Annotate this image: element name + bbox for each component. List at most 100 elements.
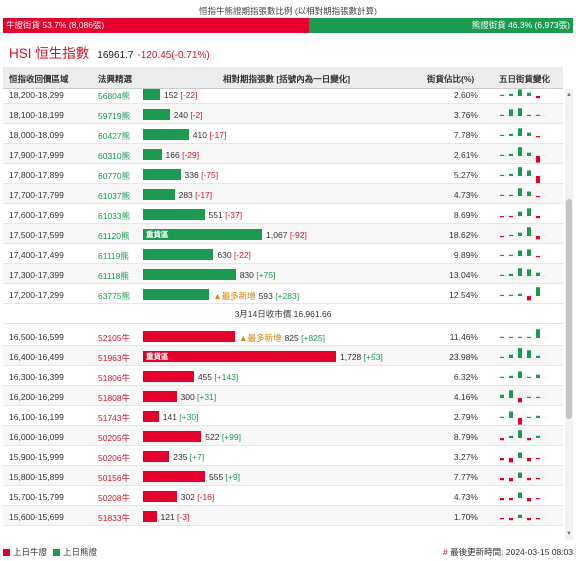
bear-row[interactable]: 17,800-17,899 60770熊 336 [-75] 5.27%	[3, 164, 563, 184]
header-street-share: 街貨佔比(%)	[427, 74, 475, 84]
sparkline-bar	[518, 250, 522, 256]
index-change: -120.45(-0.71%)	[137, 50, 210, 61]
bull-row[interactable]: 15,600-15,699 51833牛 121 [-3] 1.70%	[3, 506, 563, 526]
sparkline-bar	[500, 336, 504, 338]
bear-row[interactable]: 17,700-17,799 61037熊 283 [-17] 4.73%	[3, 184, 563, 204]
bear-row[interactable]: 17,600-17,699 61033熊 551 [-37] 8.69%	[3, 204, 563, 224]
bear-row[interactable]: 17,200-17,299 63775熊 ▲最多新增 593 [+283] 12.54%	[3, 284, 563, 304]
scroll-up-arrow-icon[interactable]: ▲	[566, 92, 572, 98]
bear-row[interactable]: 17,900-17,999 60310熊 166 [-29] 2.61%	[3, 144, 563, 164]
five-day-sparkline	[497, 208, 547, 219]
bull-row[interactable]: 16,300-16,399 51806牛 455 [+143] 6.32%	[3, 366, 563, 386]
contracts-bar	[143, 411, 159, 422]
product-code-link[interactable]: 61033熊	[98, 211, 131, 221]
product-code-link[interactable]: 60310熊	[98, 151, 131, 161]
product-code-link[interactable]: 50208牛	[98, 493, 131, 503]
five-day-change-chart	[497, 407, 547, 425]
bull-ratio-segment: 牛證街貨 53.7% (8,086張)	[3, 18, 310, 33]
index-name[interactable]: HSI 恒生指數	[9, 46, 90, 61]
contracts-bar	[143, 109, 170, 120]
sparkline-bar	[509, 173, 513, 176]
product-code-link[interactable]: 59719熊	[98, 111, 131, 121]
sparkline-bar	[500, 274, 504, 276]
sparkline-bar	[518, 188, 522, 196]
five-day-change-chart	[497, 427, 547, 445]
product-code-link[interactable]: 51806牛	[98, 373, 131, 383]
five-day-change-chart	[497, 205, 547, 223]
bear-row[interactable]: 18,000-18,099 60427熊 410 [-17] 7.78%	[3, 124, 563, 144]
sparkline-bar	[509, 478, 513, 482]
contracts-value: 830 [+75]	[240, 270, 276, 280]
product-code-link[interactable]: 60770熊	[98, 171, 131, 181]
bull-row[interactable]: 16,100-16,199 51743牛 141 [+30] 2.79%	[3, 406, 563, 426]
product-code-link[interactable]: 51808牛	[98, 393, 131, 403]
table-body[interactable]: 18,200-18,299 56804熊 152 [-22] 2.60% 18,100-…	[3, 89, 563, 540]
product-code-link[interactable]: 61120熊	[98, 231, 130, 241]
last-updated: # 最後更新時間: 2024-03-15 08:03	[443, 546, 573, 558]
bull-row[interactable]: 16,000-16,099 50205牛 522 [+99] 8.79%	[3, 426, 563, 446]
bull-row[interactable]: 16,200-16,299 51808牛 300 [+31] 4.16%	[3, 386, 563, 406]
sparkline-bar	[527, 170, 531, 176]
bear-row[interactable]: 18,200-18,299 56804熊 152 [-22] 2.60%	[3, 89, 563, 104]
bull-row[interactable]: 16,400-16,499 51963牛 重貨區 1,728 [+53] 23.98%	[3, 346, 563, 366]
sparkline-bar	[518, 418, 522, 425]
sparkline-bar	[518, 293, 522, 296]
last-updated-text: 最後更新時間: 2024-03-15 08:03	[450, 547, 573, 557]
scrollbar[interactable]: ▲ ▼	[565, 89, 573, 540]
product-code-link[interactable]: 61119熊	[98, 251, 129, 261]
five-day-change-chart	[497, 225, 547, 243]
contracts-daily-change: [-17]	[209, 130, 227, 140]
product-code-link[interactable]: 51743牛	[98, 413, 131, 423]
product-code-link[interactable]: 50206牛	[98, 453, 131, 463]
sparkline-bar	[536, 458, 540, 460]
bull-row[interactable]: 15,800-15,899 50156牛 555 [+9] 7.77%	[3, 466, 563, 486]
product-code-link[interactable]: 56804熊	[98, 91, 131, 101]
sparkline-bar	[518, 211, 522, 216]
contracts-daily-change: [+75]	[256, 270, 276, 280]
sparkline-bar	[536, 374, 540, 378]
product-code-link[interactable]: 61037熊	[98, 191, 131, 201]
strike-range: 16,200-16,299	[9, 392, 64, 402]
product-code-link[interactable]: 50156牛	[98, 473, 131, 483]
bull-row[interactable]: 16,500-16,599 52105牛 ▲最多新增 825 [+825] 11.46%	[3, 326, 563, 346]
product-code-link[interactable]: 63775熊	[98, 291, 131, 301]
contracts-value: ▲最多新增 825 [+825]	[239, 332, 325, 344]
contracts-daily-change: [-75]	[201, 170, 219, 180]
sparkline-bar	[518, 398, 522, 403]
sparkline-bar	[509, 390, 513, 398]
product-code-link[interactable]: 51833牛	[98, 513, 131, 523]
scrollbar-thumb[interactable]	[566, 199, 572, 419]
bear-row[interactable]: 18,100-18,199 59719熊 240 [-2] 3.76%	[3, 104, 563, 124]
street-share-percent: 18.62%	[449, 230, 478, 240]
sparkline-bar	[536, 256, 540, 258]
product-code-link[interactable]: 60427熊	[98, 131, 131, 141]
bull-row[interactable]: 15,700-15,799 50208牛 302 [-16] 4.73%	[3, 486, 563, 506]
contracts-value: 336 [-75]	[185, 170, 219, 180]
sparkline-bar	[536, 355, 540, 358]
product-code-link[interactable]: 52105牛	[98, 333, 131, 343]
contracts-bar	[143, 471, 205, 482]
street-share-percent: 4.16%	[453, 392, 478, 402]
contracts-daily-change: [+7]	[189, 452, 205, 462]
bear-row[interactable]: 17,500-17,599 61120熊 重貨區 1,067 [-92] 18.62%	[3, 224, 563, 244]
bear-row[interactable]: 17,300-17,399 61118熊 830 [+75] 13.04%	[3, 264, 563, 284]
five-day-sparkline	[497, 128, 547, 138]
five-day-change-chart	[497, 105, 547, 123]
scroll-down-arrow-icon[interactable]: ▼	[566, 531, 572, 537]
street-share-percent: 23.98%	[449, 352, 478, 362]
sparkline-bar	[518, 452, 522, 458]
product-code-link[interactable]: 51963牛	[98, 353, 131, 363]
bull-row[interactable]: 15,900-15,999 50206牛 235 [+7] 3.27%	[3, 446, 563, 466]
product-code-link[interactable]: 61118熊	[98, 271, 129, 281]
sparkline-bar	[527, 227, 531, 236]
five-day-sparkline	[497, 329, 547, 339]
sparkline-bar	[518, 472, 522, 478]
sparkline-bar	[518, 232, 522, 236]
legend-bull-label: 上日牛證	[13, 547, 48, 557]
five-day-change-chart	[497, 367, 547, 385]
product-code-link[interactable]: 50205牛	[98, 433, 131, 443]
street-share-percent: 1.70%	[453, 512, 478, 522]
bear-row[interactable]: 17,400-17,499 61119熊 630 [-22] 9.89%	[3, 244, 563, 264]
sparkline-bar	[518, 167, 522, 176]
ratio-bar: 牛證街貨 53.7% (8,086張) 熊證街貨 46.3% (6,973張)	[3, 18, 573, 33]
